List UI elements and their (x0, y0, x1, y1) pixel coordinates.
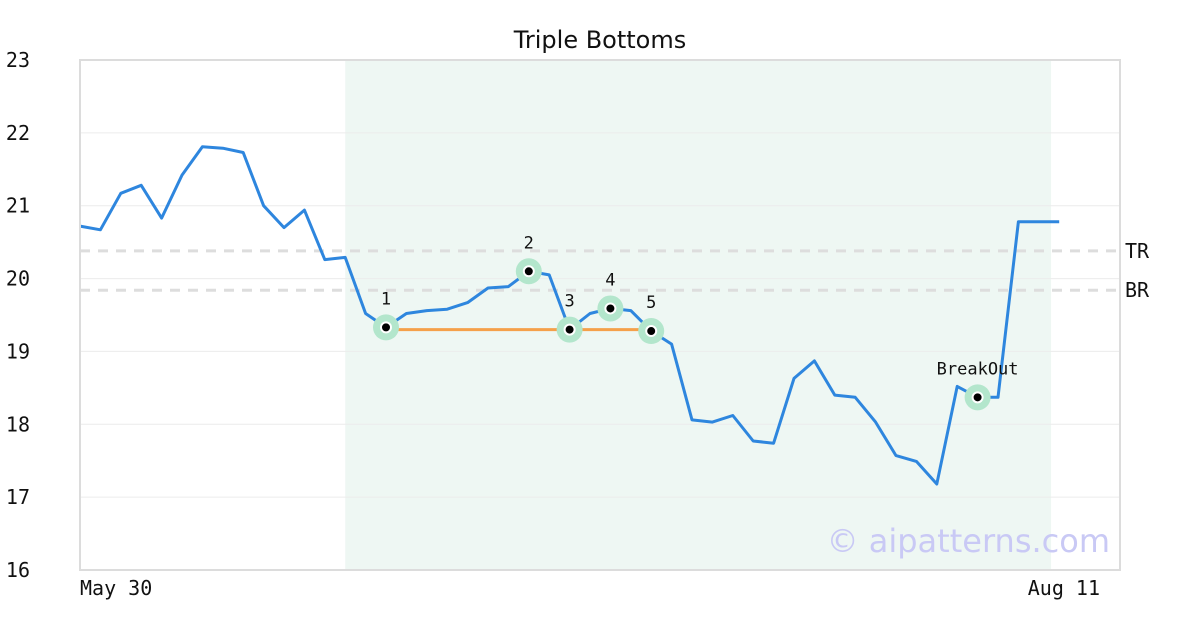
y-tick-label: 17 (6, 485, 30, 509)
y-tick-label: 16 (6, 558, 30, 582)
highlight-region (345, 60, 1052, 570)
highlight-region-layer (345, 60, 1052, 570)
x-tick-label: May 30 (80, 576, 152, 600)
reference-lines-layer: TR BR (80, 239, 1150, 302)
annotation-label: 5 (646, 293, 656, 313)
annotation-label: 2 (524, 233, 534, 253)
watermark: © aipatterns.com (827, 522, 1110, 560)
annotation-label: 3 (564, 292, 574, 312)
chart-title: Triple Bottoms (513, 26, 687, 54)
y-tick-label: 23 (6, 48, 30, 72)
reference-label-tr: TR (1125, 239, 1150, 263)
y-tick-label: 21 (6, 194, 30, 218)
plot-frame (79, 59, 1121, 571)
reference-label-br: BR (1125, 278, 1150, 302)
grid-layer (80, 132, 1120, 498)
marker-point (522, 265, 535, 278)
y-tick-label: 18 (6, 412, 30, 436)
annotation-label: 1 (381, 289, 391, 309)
marker-point (380, 321, 392, 334)
marker-point (971, 391, 984, 404)
marker-point (563, 323, 576, 336)
y-tick-label: 20 (6, 267, 30, 291)
marker-point (604, 302, 617, 315)
marker-point (645, 325, 658, 338)
annotation-label: BreakOut (937, 359, 1019, 379)
y-tick-label: 22 (6, 121, 30, 145)
annotation-label: 4 (605, 270, 615, 290)
x-tick-label: Aug 11 (1028, 576, 1100, 600)
y-tick-label: 19 (6, 339, 30, 363)
markers-layer: 1 2 3 4 5 BreakOut (373, 233, 1019, 411)
